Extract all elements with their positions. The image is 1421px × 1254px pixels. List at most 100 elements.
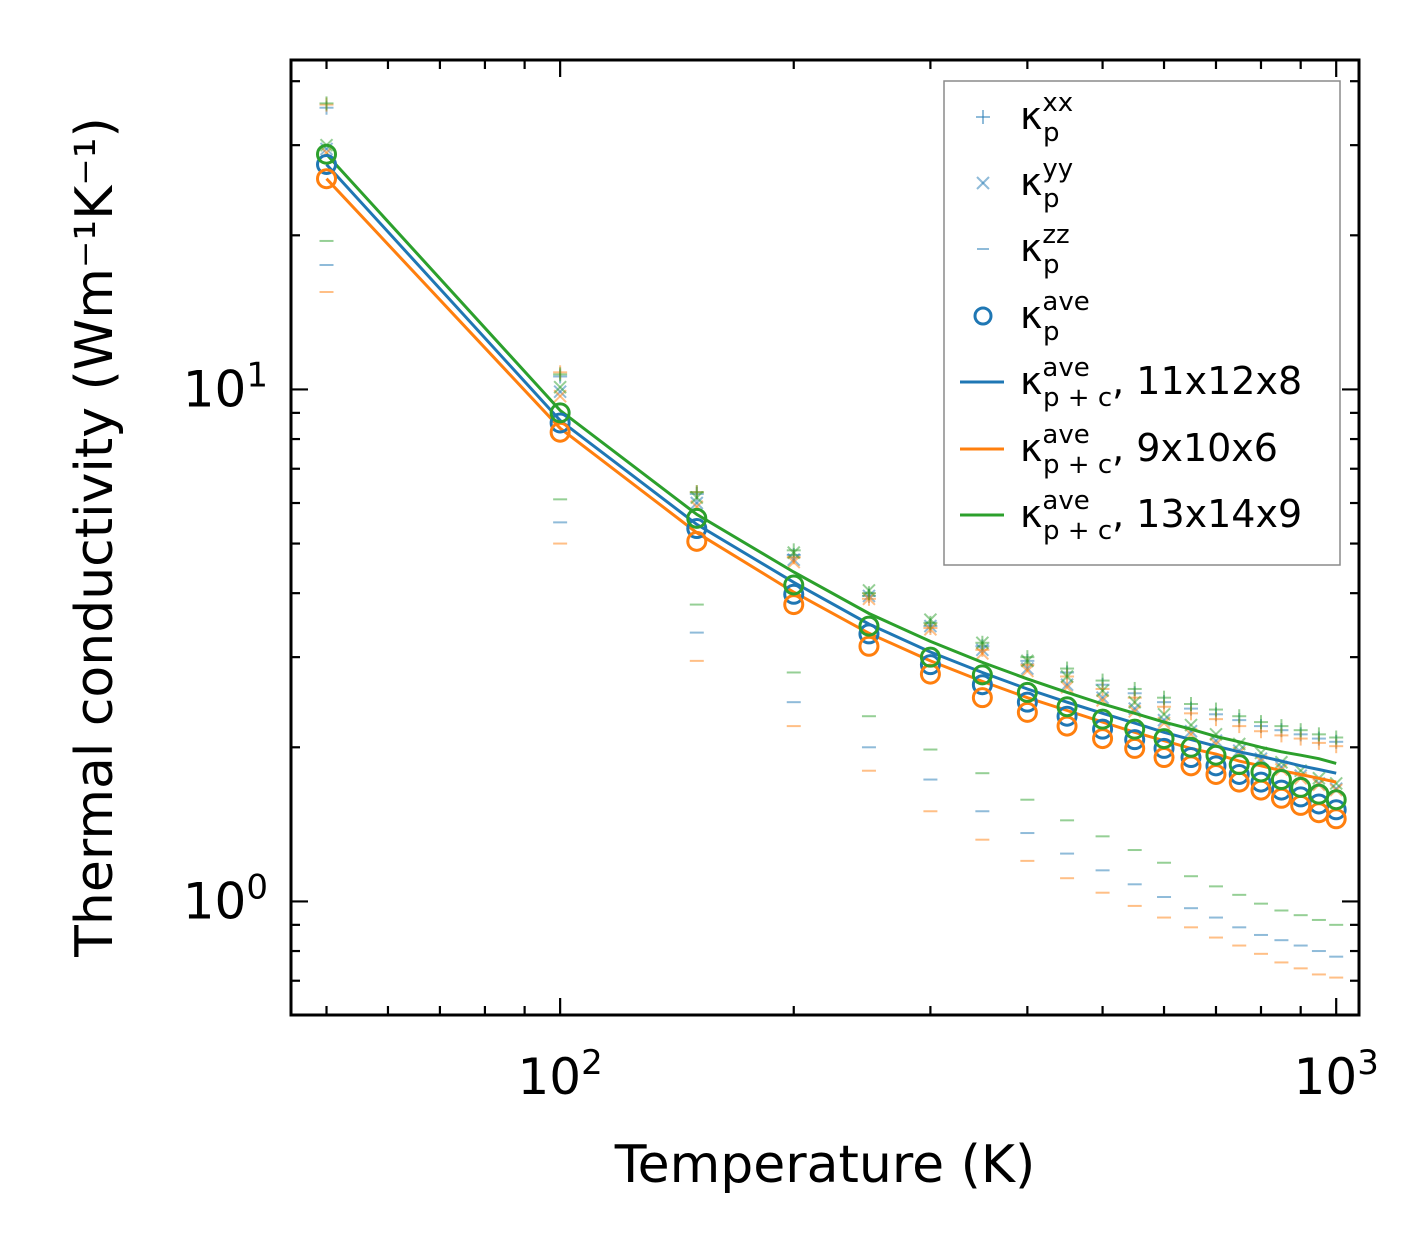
kave-point bbox=[1092, 718, 1114, 740]
kpc-ave-line bbox=[325, 163, 1337, 775]
kyy-point-b bbox=[690, 496, 704, 510]
series-ave-13x14x9 bbox=[316, 143, 1347, 811]
kave-point bbox=[1124, 729, 1146, 751]
y-tick-labels: 100 101 bbox=[183, 355, 268, 930]
kyy-point-b bbox=[923, 613, 938, 627]
series-ave-11x12x8 bbox=[316, 154, 1347, 821]
legend-item: κave p bbox=[973, 287, 1090, 347]
kave-point bbox=[919, 646, 941, 668]
kyy-point-b bbox=[1329, 776, 1343, 791]
kave-point bbox=[1228, 763, 1250, 785]
kave-point bbox=[549, 402, 571, 424]
kave-point bbox=[858, 635, 880, 657]
kave-point bbox=[971, 674, 993, 696]
legend-x-marker-b bbox=[976, 176, 990, 190]
kave-point bbox=[919, 654, 941, 676]
data-series bbox=[316, 96, 1347, 979]
x-tick-label: 103 bbox=[1294, 1043, 1379, 1106]
kave-point bbox=[971, 664, 993, 686]
kave-point bbox=[1092, 708, 1114, 730]
legend-label: κave p + c, 13x14x9 bbox=[1020, 486, 1302, 546]
legend-item: κave p + c, 13x14x9 bbox=[960, 486, 1302, 546]
kyy-point-b bbox=[862, 583, 876, 598]
kyy-point-b bbox=[1157, 707, 1171, 722]
series-line-13x14x9 bbox=[325, 153, 1337, 765]
kave-point bbox=[1016, 691, 1038, 713]
kave-point bbox=[316, 143, 338, 165]
x-tick-label: 102 bbox=[517, 1043, 602, 1106]
kyy-point-b bbox=[1209, 727, 1223, 742]
kave-point bbox=[858, 615, 880, 637]
kave-point bbox=[316, 168, 338, 190]
kave-point bbox=[1056, 696, 1078, 718]
y-axis-label: Thermal conductivity (Wm⁻¹K⁻¹) bbox=[65, 117, 125, 958]
legend-label: κave p bbox=[1020, 287, 1090, 347]
legend-item: κxx p bbox=[976, 88, 1073, 148]
kyy-point-b bbox=[1095, 683, 1110, 698]
kave-point bbox=[686, 507, 708, 529]
plot-frame bbox=[289, 58, 1361, 1017]
kave-point bbox=[1180, 736, 1202, 758]
kave-point bbox=[1250, 761, 1272, 783]
kave-point bbox=[1228, 754, 1250, 776]
legend-item: κyy p bbox=[976, 154, 1073, 214]
legend-label: κave p + c, 11x12x8 bbox=[1020, 353, 1302, 413]
legend-label: κave p + c, 9x10x6 bbox=[1020, 420, 1278, 480]
legend-item: κave p + c, 9x10x6 bbox=[960, 420, 1278, 480]
kave-point bbox=[316, 154, 338, 176]
kyy-point-b bbox=[1060, 669, 1074, 684]
kave-point bbox=[1270, 769, 1292, 791]
kave-point bbox=[1325, 789, 1347, 811]
x-axis-label: Temperature (K) bbox=[614, 1135, 1036, 1195]
legend-circle-marker bbox=[973, 306, 993, 326]
kave-point bbox=[549, 412, 571, 434]
kyy-point-b bbox=[1184, 724, 1198, 738]
legend-item: κzz p bbox=[977, 220, 1070, 280]
series-line-11x12x8 bbox=[325, 163, 1337, 775]
series-9x10x6 bbox=[319, 97, 1344, 979]
kave-point bbox=[1016, 701, 1038, 723]
legend-item: κave p + c, 11x12x8 bbox=[960, 353, 1302, 413]
kyy-point-b bbox=[1157, 713, 1171, 727]
kave-point bbox=[1250, 771, 1272, 793]
kave-point bbox=[1056, 705, 1078, 727]
kyy-point-b bbox=[1095, 693, 1110, 708]
kave-point bbox=[1290, 776, 1312, 798]
kave-point bbox=[1153, 737, 1175, 759]
kave-point bbox=[1153, 728, 1175, 750]
kyy-point-b bbox=[1020, 654, 1035, 668]
kave-point bbox=[783, 574, 805, 596]
kave-point bbox=[686, 530, 708, 552]
kave-point bbox=[1205, 755, 1227, 777]
kave-point bbox=[783, 594, 805, 616]
kyy-point-b bbox=[1020, 664, 1035, 678]
kave-point bbox=[858, 623, 880, 645]
legend-label: κxx p bbox=[1020, 88, 1073, 148]
kave-point bbox=[1270, 779, 1292, 801]
kyy-point-b bbox=[975, 636, 990, 650]
x-tick-labels: 102 103 bbox=[517, 1043, 1378, 1106]
kyy-point-b bbox=[787, 555, 801, 569]
legend-label: κzz p bbox=[1020, 220, 1070, 280]
y-tick-label: 100 bbox=[183, 867, 268, 930]
kave-point bbox=[1124, 718, 1146, 740]
legend-box bbox=[943, 80, 1341, 566]
kyy-point-b bbox=[553, 380, 567, 394]
kyy-point-b bbox=[787, 545, 801, 560]
kave-point bbox=[783, 583, 805, 605]
kyy-point-b bbox=[690, 490, 704, 505]
kave-point bbox=[1016, 681, 1038, 703]
series-ave-9x10x6 bbox=[316, 168, 1347, 830]
legend-label: κyy p bbox=[1020, 154, 1073, 214]
kyy-point-b bbox=[1127, 695, 1142, 709]
kave-point bbox=[1205, 744, 1227, 766]
kyy-point-b bbox=[975, 646, 990, 661]
kyy-point-b bbox=[553, 384, 567, 399]
kave-point bbox=[686, 518, 708, 540]
kave-point bbox=[1180, 747, 1202, 769]
kave-point bbox=[971, 687, 993, 709]
kpc-ave-line bbox=[325, 153, 1337, 765]
y-tick-label: 101 bbox=[183, 355, 268, 418]
